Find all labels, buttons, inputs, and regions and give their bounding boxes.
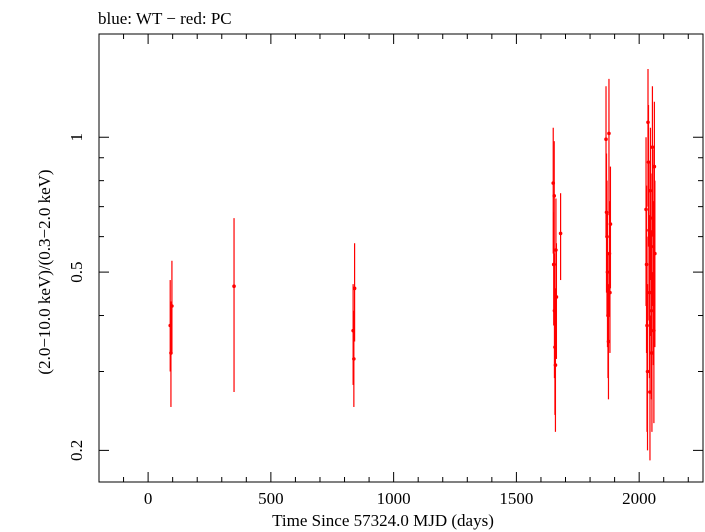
data-point: [558, 231, 563, 236]
plot-frame-group: [98, 33, 704, 483]
data-point: [653, 251, 657, 256]
plot-frame: [98, 33, 704, 483]
y-tick-label: 0.5: [67, 261, 86, 282]
data-point: [608, 222, 613, 226]
data-point: [607, 131, 611, 136]
data-points: [168, 69, 657, 461]
y-tick-label: 0.2: [67, 440, 86, 461]
data-point: [554, 295, 559, 299]
data-point: [170, 304, 174, 308]
x-tick-label: 1000: [377, 489, 411, 508]
data-point: [645, 369, 650, 374]
data-point: [352, 286, 357, 291]
x-tick-label: 1500: [499, 489, 533, 508]
data-point: [604, 137, 608, 141]
data-point: [553, 363, 558, 367]
y-axis-label: (2.0−10.0 keV)/(0.3−2.0 keV): [35, 169, 54, 374]
x-tick-label: 0: [144, 489, 153, 508]
data-point: [232, 284, 236, 289]
data-point: [552, 194, 557, 198]
data-point: [650, 145, 655, 150]
x-tick-label: 2000: [622, 489, 656, 508]
x-axis-label: Time Since 57324.0 MJD (days): [272, 511, 494, 530]
x-tick-label: 500: [258, 489, 284, 508]
data-point: [608, 290, 612, 295]
chart-title: blue: WT − red: PC: [98, 9, 232, 28]
data-point: [352, 357, 356, 361]
y-tick-label: 1: [67, 133, 86, 142]
data-point: [652, 164, 657, 169]
x-axis: 0 500 1000 1500 2000: [98, 34, 689, 508]
y-axis: 0.2 0.5 1: [67, 133, 703, 461]
